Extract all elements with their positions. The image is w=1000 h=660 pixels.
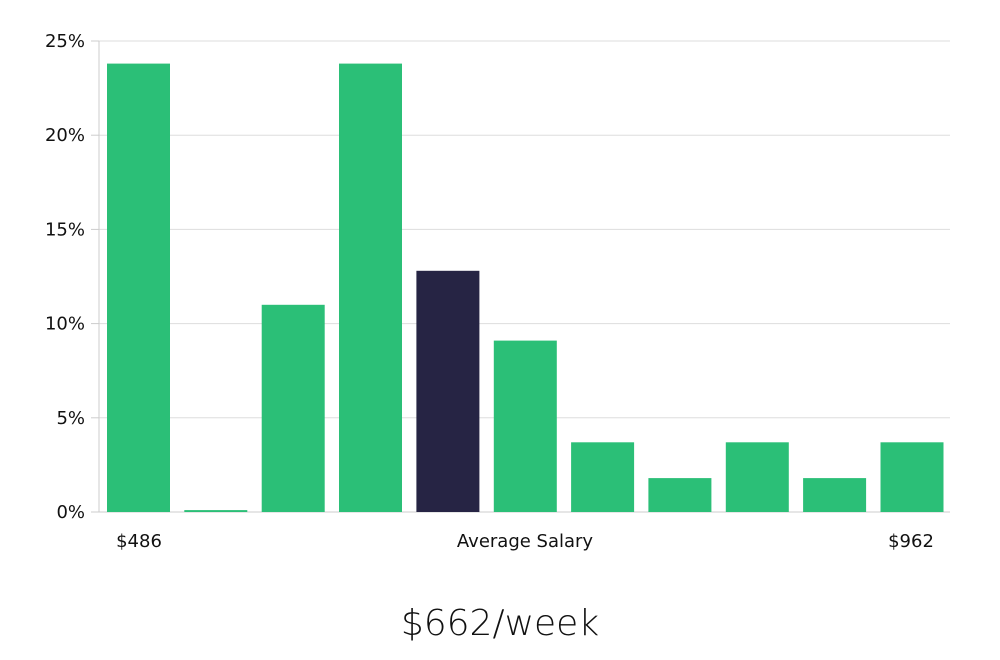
y-tick-label: 0%	[56, 502, 85, 523]
bar[interactable]	[339, 63, 402, 512]
bar[interactable]	[880, 442, 944, 512]
y-tick-label: 20%	[45, 125, 85, 146]
x-axis-min-label: $486	[116, 531, 162, 552]
y-tick-label: 5%	[56, 408, 85, 429]
bar[interactable]	[803, 478, 867, 512]
bar[interactable]	[571, 442, 635, 512]
x-axis-title: Average Salary	[457, 531, 594, 552]
bars	[107, 63, 944, 512]
bar[interactable]	[184, 510, 248, 512]
bar[interactable]	[493, 340, 557, 512]
bar[interactable]	[725, 442, 789, 512]
bar[interactable]	[261, 304, 325, 512]
bar-highlighted[interactable]	[416, 270, 480, 512]
gridlines	[99, 40, 950, 419]
salary-distribution-chart: 0% 5% 10% 15% 20% 25% $486 Average Salary $96…	[45, 31, 950, 552]
x-axis-max-label: $962	[888, 531, 934, 552]
y-axis-ticks: 0% 5% 10% 15% 20% 25%	[45, 31, 99, 523]
bar[interactable]	[648, 478, 712, 512]
y-tick-label: 10%	[45, 314, 85, 335]
y-tick-label: 15%	[45, 219, 85, 240]
bar[interactable]	[107, 63, 170, 512]
average-salary-value: $662/week	[400, 603, 600, 644]
y-tick-label: 25%	[45, 31, 85, 52]
